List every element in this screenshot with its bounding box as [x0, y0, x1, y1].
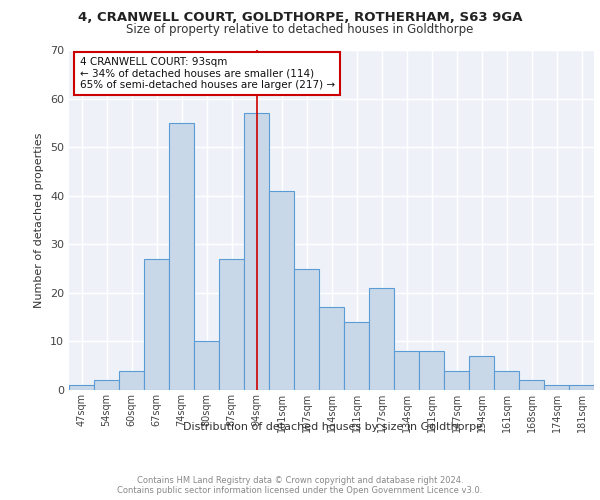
Bar [494, 370, 519, 390]
Bar [444, 370, 469, 390]
Bar [119, 370, 144, 390]
Bar [269, 191, 294, 390]
Text: Distribution of detached houses by size in Goldthorpe: Distribution of detached houses by size … [183, 422, 483, 432]
Bar [94, 380, 119, 390]
Bar [519, 380, 544, 390]
Bar [569, 385, 594, 390]
Y-axis label: Number of detached properties: Number of detached properties [34, 132, 44, 308]
Bar [219, 259, 244, 390]
Bar [244, 113, 269, 390]
Bar [469, 356, 494, 390]
Text: 4, CRANWELL COURT, GOLDTHORPE, ROTHERHAM, S63 9GA: 4, CRANWELL COURT, GOLDTHORPE, ROTHERHAM… [78, 11, 522, 24]
Text: 4 CRANWELL COURT: 93sqm
← 34% of detached houses are smaller (114)
65% of semi-d: 4 CRANWELL COURT: 93sqm ← 34% of detache… [79, 57, 335, 90]
Bar [319, 308, 344, 390]
Bar [294, 268, 319, 390]
Bar [344, 322, 369, 390]
Bar [144, 259, 169, 390]
Bar [369, 288, 394, 390]
Bar [69, 385, 94, 390]
Bar [419, 351, 444, 390]
Bar [394, 351, 419, 390]
Bar [544, 385, 569, 390]
Text: Contains HM Land Registry data © Crown copyright and database right 2024.
Contai: Contains HM Land Registry data © Crown c… [118, 476, 482, 495]
Bar [169, 123, 194, 390]
Text: Size of property relative to detached houses in Goldthorpe: Size of property relative to detached ho… [127, 22, 473, 36]
Bar [194, 342, 219, 390]
